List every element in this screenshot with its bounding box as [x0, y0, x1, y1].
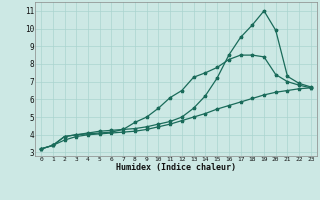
X-axis label: Humidex (Indice chaleur): Humidex (Indice chaleur) [116, 163, 236, 172]
